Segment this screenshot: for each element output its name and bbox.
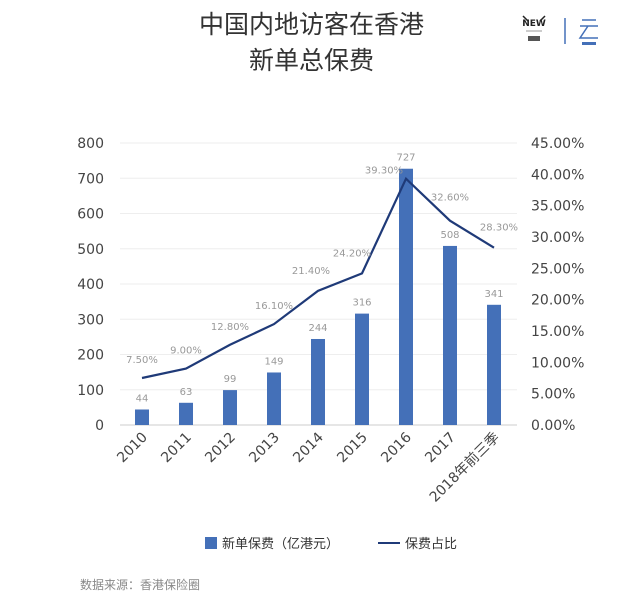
bar-data-label: 341 [484,289,503,300]
y-left-tick-label: 600 [77,207,104,223]
svg-text:NEW: NEW [522,19,546,29]
line-data-label: 12.80% [211,322,249,333]
bar [179,402,193,425]
x-tick-label: 2010 [114,430,151,467]
x-tick-label: 2012 [202,430,239,467]
x-tick-label: 2017 [422,430,459,467]
y-right-tick-label: 20.00% [531,293,584,309]
bar [443,245,457,425]
line-data-label: 9.00% [170,346,202,357]
bar-data-label: 44 [136,393,149,404]
y-left-tick-label: 500 [77,242,104,258]
data-source: 数据来源：香港保险圈 [80,578,201,592]
y-left-tick-label: 100 [77,383,104,399]
y-right-tick-label: 0.00% [531,418,575,434]
bar [311,338,325,425]
y-right-tick-label: 30.00% [531,230,584,246]
y-right-tick-label: 25.00% [531,261,584,277]
line-data-label: 28.30% [480,223,518,234]
line-data-label: 24.20% [333,248,371,259]
x-tick-label: 2013 [246,430,283,467]
bar [267,372,281,425]
line-data-label: 7.50% [126,355,158,366]
chart-title-line2: 新单总保费 [248,46,374,75]
y-right-tick-label: 45.00% [531,136,584,152]
y-right-tick-label: 40.00% [531,167,584,183]
bar-data-label: 244 [308,323,327,334]
bar-data-label: 316 [352,298,371,309]
y-left-tick-label: 400 [77,277,104,293]
y-right-tick-label: 35.00% [531,199,584,215]
legend-item-bar: 新单保费（亿港元） [205,533,339,552]
bar-data-label: 63 [180,387,193,398]
legend-swatch-bar [205,536,217,549]
bar-data-label: 99 [224,374,237,385]
y-right-tick-label: 10.00% [531,355,584,371]
legend-swatch-line [378,541,400,544]
x-tick-label: 2014 [290,429,327,466]
y-left-tick-label: 700 [77,171,104,187]
line-data-label: 32.60% [431,193,469,204]
legend-label-bar: 新单保费（亿港元） [222,537,340,552]
x-tick-label: 2011 [158,430,195,467]
bar-data-label: 727 [396,153,415,164]
line-series [141,176,495,380]
y-left-tick-label: 0 [95,418,104,434]
line-data-label: 39.30% [365,166,403,177]
brand-logo: NEW [522,15,598,45]
bar [399,168,413,426]
y-right-tick-label: 15.00% [531,324,584,340]
y-left-tick-label: 300 [77,312,104,328]
bar [135,409,149,425]
x-tick-label: 2015 [334,430,371,467]
bar-data-label: 508 [440,230,459,241]
bar [487,304,501,425]
bar-data-label: 149 [264,356,283,367]
y-right-tick-label: 5.00% [531,387,575,403]
legend-label-line: 保费占比 [405,537,458,552]
legend-item-line: 保费占比 [378,533,457,552]
chart-title-line1: 中国内地访客在香港 [198,10,424,39]
line-data-label: 21.40% [292,266,330,277]
y-left-tick-label: 800 [77,136,104,152]
bar [223,390,237,425]
y-left-tick-label: 200 [77,348,104,364]
x-tick-label: 2016 [378,429,415,466]
bar [355,313,369,425]
line-data-label: 16.10% [255,301,293,312]
